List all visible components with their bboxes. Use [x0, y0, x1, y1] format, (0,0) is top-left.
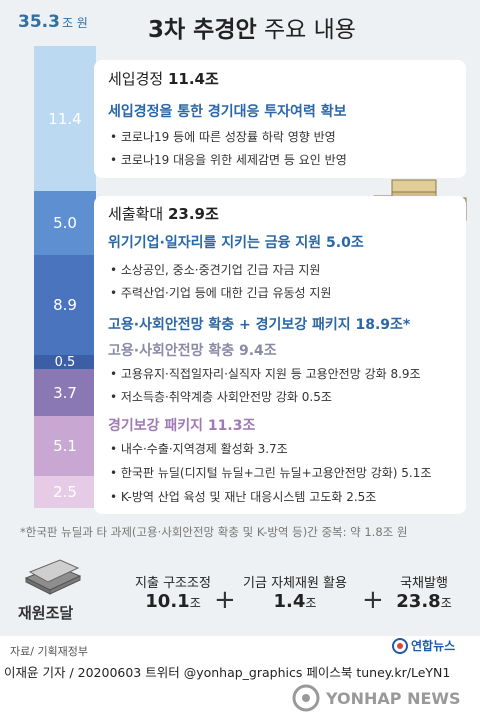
bar-segment-7: 2.5: [34, 476, 96, 508]
plus-sign-1: +: [214, 585, 236, 615]
page-title: 3차 추경안 주요 내용: [148, 10, 356, 44]
bar-label-2: 5.0: [53, 214, 77, 232]
sec1-value: 11.4조: [167, 70, 219, 88]
cash-bundle-icon: [24, 559, 82, 595]
funding-item-2-value: 1.4: [273, 591, 306, 612]
plus-sign-2: +: [362, 585, 384, 615]
sec2-sub4-bullet-1: • 내수·수출·지역경제 활성화 3.7조: [110, 442, 288, 456]
sec2-sub2: 고용·사회안전망 확충 + 경기보강 패키지 18.9조*: [108, 317, 411, 333]
funding-item-3: 국채발행 23.8조: [384, 572, 464, 612]
funding-item-3-unit: 조: [440, 596, 452, 610]
title-rest: 주요 내용: [263, 17, 356, 43]
bar-label-1: 11.4: [48, 109, 82, 128]
funding-item-1-unit: 조: [189, 596, 201, 610]
bar-segment-6: 5.1: [34, 416, 96, 476]
bar-segment-2: 5.0: [34, 191, 96, 255]
sec2-sub4-bullet-2: • 한국판 뉴딜(디지털 뉴딜+그린 뉴딜+고용안전망 강화) 5.1조: [110, 466, 432, 480]
sec1-bullet-1: • 코로나19 등에 따른 성장률 하락 영향 반영: [110, 130, 336, 144]
byline: 이재윤 기자 / 20200603 트위터 @yonhap_graphics 페…: [4, 665, 451, 680]
funding-item-3-label: 국채발행: [400, 576, 448, 591]
bar-segment-3: 8.9: [34, 255, 96, 355]
sec2-value: 23.9조: [167, 205, 219, 223]
section-spending-title: 세출확대 23.9조: [108, 203, 219, 224]
total-amount: 35.3 조 원: [18, 12, 88, 32]
bar-segment-4: 0.5: [34, 354, 96, 370]
watermark: YONHAP NEWS: [292, 684, 461, 712]
funding-item-2-unit: 조: [305, 596, 317, 610]
bar-label-7: 2.5: [53, 483, 77, 501]
funding-item-1-value: 10.1: [145, 591, 190, 612]
sec2-sub1-bullet-1: • 소상공인, 중소·중견기업 긴급 자금 지원: [110, 263, 321, 277]
logo-text: 연합뉴스: [411, 639, 456, 653]
source-note: 자료/ 기획재정부: [10, 645, 89, 658]
bar-label-3: 8.9: [53, 296, 77, 314]
section-spending: [94, 196, 466, 514]
total-value: 35.3: [18, 12, 60, 32]
title-bold: 3차 추경안: [148, 17, 257, 43]
sec1-bullet-2: • 코로나19 대응을 위한 세제감면 등 요인 반영: [110, 153, 347, 167]
bar-segment-5: 3.7: [34, 369, 96, 416]
funding-item-1: 지출 구조조정 10.1조: [118, 572, 228, 612]
funding-item-1-label: 지출 구조조정: [135, 576, 211, 591]
bar-segment-1: 11.4: [34, 46, 96, 191]
sec2-sub4: 경기보강 패키지 11.3조: [108, 418, 256, 434]
total-unit: 조 원: [61, 16, 88, 30]
funding-label: 재원조달: [18, 604, 74, 622]
funding-item-3-value: 23.8: [396, 591, 441, 612]
sec2-sub3-bullet-1: • 고용유지·직접일자리·실직자 지원 등 고용안전망 강화 8.9조: [110, 367, 421, 381]
logo-icon: [392, 637, 408, 654]
bar-label-5: 3.7: [53, 383, 77, 402]
sec2-sub1: 위기기업·일자리를 지키는 금융 지원 5.0조: [108, 235, 364, 251]
sec1-label: 세입경정: [108, 70, 164, 88]
sec2-sub4-bullet-3: • K-방역 산업 육성 및 재난 대응시스템 고도화 2.5조: [110, 490, 377, 504]
section-revenue: [94, 60, 466, 178]
sec1-subtitle: 세입경정을 통한 경기대응 투자여력 확보: [108, 104, 347, 120]
sec2-sub3-bullet-2: • 저소득층·취약계층 사회안전망 강화 0.5조: [110, 390, 332, 404]
watermark-icon: [292, 684, 320, 712]
sec2-label: 세출확대: [108, 205, 164, 223]
sec2-sub3: 고용·사회안전망 확충 9.4조: [108, 343, 277, 359]
footnote: *한국판 뉴딜과 타 과제(고용·사회안전망 확충 및 K-방역 등)간 중복:…: [20, 525, 408, 539]
bar-label-6: 5.1: [53, 437, 77, 455]
watermark-text: YONHAP NEWS: [326, 688, 461, 708]
sec2-sub1-bullet-2: • 주력산업·기업 등에 대한 긴급 유동성 지원: [110, 286, 332, 300]
bar-label-4: 0.5: [54, 354, 76, 370]
funding-item-2-label: 기금 자체재원 활용: [243, 576, 347, 591]
yonhap-logo: 연합뉴스: [392, 637, 455, 654]
funding-item-2: 기금 자체재원 활용 1.4조: [236, 572, 354, 612]
section-revenue-title: 세입경정 11.4조: [108, 68, 219, 89]
